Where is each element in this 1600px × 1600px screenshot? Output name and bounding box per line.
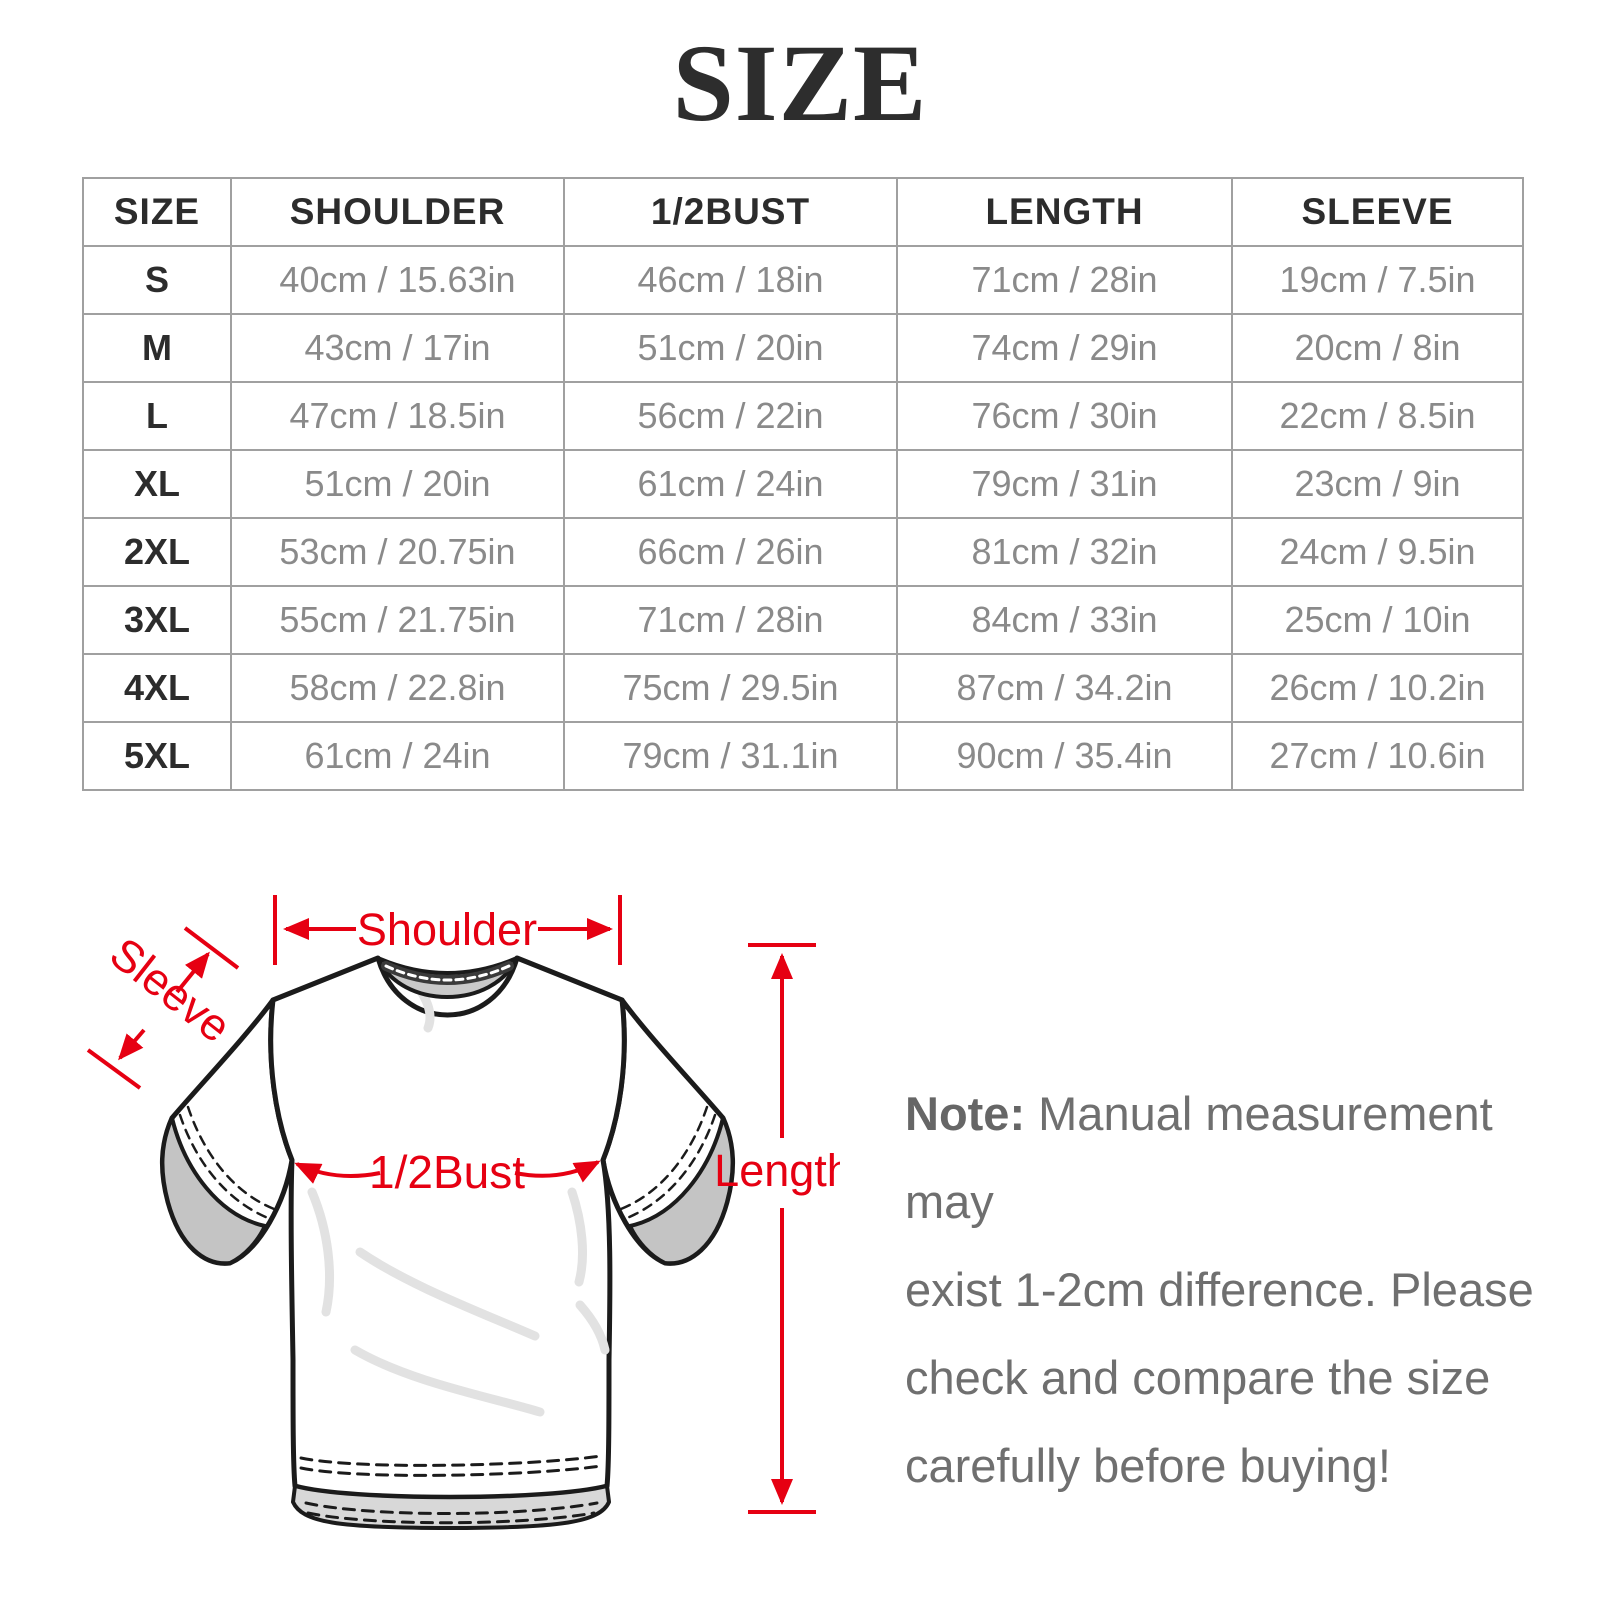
bust-value: 66cm / 26in	[563, 517, 898, 587]
sleeve-value: 24cm / 9.5in	[1231, 517, 1524, 587]
shoulder-value: 47cm / 18.5in	[230, 381, 565, 451]
bust-value: 75cm / 29.5in	[563, 653, 898, 723]
tshirt-right-cuff	[628, 1116, 735, 1266]
sleeve-arrow-down	[118, 1028, 146, 1061]
sleeve-value: 20cm / 8in	[1231, 313, 1524, 383]
size-label: XL	[82, 449, 232, 519]
size-label: 3XL	[82, 585, 232, 655]
table-row: S 40cm / 15.63in 46cm / 18in 71cm / 28in…	[82, 245, 1524, 315]
shoulder-value: 58cm / 22.8in	[230, 653, 565, 723]
sleeve-tick-top	[183, 926, 240, 970]
wrinkle-shading	[307, 985, 610, 1417]
col-header-bust: 1/2BUST	[563, 177, 898, 247]
length-label: Length	[714, 1145, 840, 1196]
note-text: Manual measurement may	[905, 1087, 1493, 1228]
note-line: Note: Manual measurement may	[905, 1070, 1545, 1246]
bust-value: 61cm / 24in	[563, 449, 898, 519]
length-value: 74cm / 29in	[896, 313, 1233, 383]
shoulder-value: 43cm / 17in	[230, 313, 565, 383]
hem-stitches	[299, 1454, 603, 1525]
table-row: 4XL 58cm / 22.8in 75cm / 29.5in 87cm / 3…	[82, 653, 1524, 723]
length-value: 76cm / 30in	[896, 381, 1233, 451]
shoulder-measure	[273, 895, 622, 965]
sleeve-arrow-up	[175, 951, 210, 994]
sleeve-value: 19cm / 7.5in	[1231, 245, 1524, 315]
table-row: L 47cm / 18.5in 56cm / 22in 76cm / 30in …	[82, 381, 1524, 451]
size-chart-table: SIZE SHOULDER 1/2BUST LENGTH SLEEVE S 40…	[82, 177, 1524, 791]
bust-value: 46cm / 18in	[563, 245, 898, 315]
page-title: SIZE	[672, 22, 928, 144]
shoulder-value: 55cm / 21.75in	[230, 585, 565, 655]
sleeve-value: 26cm / 10.2in	[1231, 653, 1524, 723]
bust-value: 71cm / 28in	[563, 585, 898, 655]
table-row: M 43cm / 17in 51cm / 20in 74cm / 29in 20…	[82, 313, 1524, 383]
collar-rib-texture	[384, 964, 511, 982]
size-label: 5XL	[82, 721, 232, 791]
tshirt-hem-band	[291, 1484, 611, 1530]
shoulder-label: Shoulder	[357, 904, 537, 955]
sleeve-label: Sleeve	[101, 927, 241, 1052]
length-measure	[748, 943, 816, 1514]
sleeve-value: 27cm / 10.6in	[1231, 721, 1524, 791]
tshirt-illustration	[159, 955, 736, 1530]
size-label: 4XL	[82, 653, 232, 723]
tshirt-left-cuff	[160, 1116, 267, 1266]
table-row: 2XL 53cm / 20.75in 66cm / 26in 81cm / 32…	[82, 517, 1524, 587]
sleeve-measure	[86, 926, 240, 1090]
right-sleeve-stitch	[619, 1105, 709, 1211]
sleeve-value: 22cm / 8.5in	[1231, 381, 1524, 451]
bust-value: 51cm / 20in	[563, 313, 898, 383]
shoulder-value: 61cm / 24in	[230, 721, 565, 791]
size-label: L	[82, 381, 232, 451]
length-value: 90cm / 35.4in	[896, 721, 1233, 791]
table-row: 5XL 61cm / 24in 79cm / 31.1in 90cm / 35.…	[82, 721, 1524, 791]
left-sleeve-stitch	[178, 1113, 270, 1220]
sleeve-value: 23cm / 9in	[1231, 449, 1524, 519]
length-value: 84cm / 33in	[896, 585, 1233, 655]
note-line: check and compare the size	[905, 1351, 1491, 1404]
length-value: 87cm / 34.2in	[896, 653, 1233, 723]
shoulder-value: 51cm / 20in	[230, 449, 565, 519]
shoulder-value: 40cm / 15.63in	[230, 245, 565, 315]
sleeve-tick-bottom	[86, 1048, 142, 1090]
bust-measure	[294, 1160, 601, 1184]
sleeve-value: 25cm / 10in	[1231, 585, 1524, 655]
bust-arrow-left	[294, 1162, 381, 1184]
col-header-shoulder: SHOULDER	[230, 177, 565, 247]
right-sleeve-stitch	[625, 1113, 717, 1220]
size-label: 2XL	[82, 517, 232, 587]
table-row: 3XL 55cm / 21.75in 71cm / 28in 84cm / 33…	[82, 585, 1524, 655]
length-value: 79cm / 31in	[896, 449, 1233, 519]
col-header-size: SIZE	[82, 177, 232, 247]
length-value: 81cm / 32in	[896, 517, 1233, 587]
bust-value: 79cm / 31.1in	[563, 721, 898, 791]
size-label: M	[82, 313, 232, 383]
col-header-length: LENGTH	[896, 177, 1233, 247]
bust-label: 1/2Bust	[369, 1146, 525, 1198]
left-sleeve-stitch	[186, 1105, 276, 1211]
measurement-annotations	[86, 895, 816, 1514]
header-row: SIZE SHOULDER 1/2BUST LENGTH SLEEVE	[82, 177, 1524, 247]
bust-arrow-right	[514, 1160, 601, 1183]
tshirt-measurement-diagram: Shoulder Sleeve 1/2Bust Length	[86, 895, 840, 1530]
table-row: XL 51cm / 20in 61cm / 24in 79cm / 31in 2…	[82, 449, 1524, 519]
length-value: 71cm / 28in	[896, 245, 1233, 315]
note-label: Note:	[905, 1087, 1026, 1140]
size-label: S	[82, 245, 232, 315]
shoulder-value: 53cm / 20.75in	[230, 517, 565, 587]
col-header-sleeve: SLEEVE	[1231, 177, 1524, 247]
note-line: exist 1-2cm difference. Please	[905, 1263, 1534, 1316]
bust-value: 56cm / 22in	[563, 381, 898, 451]
note-line: carefully before buying!	[905, 1439, 1391, 1492]
measurement-note: Note: Manual measurement may exist 1-2cm…	[905, 1070, 1545, 1510]
